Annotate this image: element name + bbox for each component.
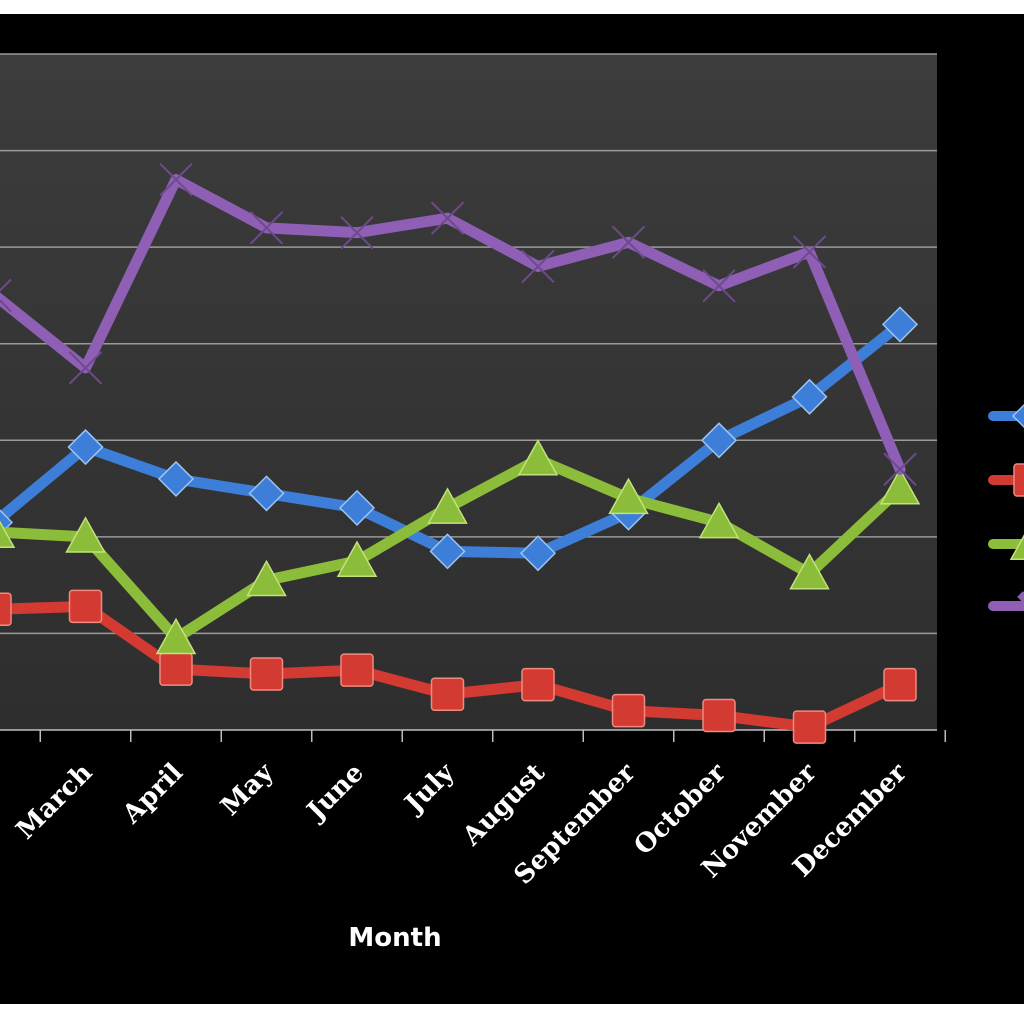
data-point-marker: [429, 533, 466, 570]
data-point-marker: [702, 698, 736, 733]
data-point-marker: [67, 428, 104, 466]
data-point-marker: [155, 617, 197, 655]
legend: [988, 403, 1024, 611]
data-point-marker: [68, 589, 103, 624]
series-4: [0, 162, 917, 486]
data-point-marker: [159, 162, 193, 197]
data-point-marker: [340, 653, 374, 687]
data-point-marker: [608, 477, 649, 515]
data-point-marker: [1009, 534, 1024, 560]
data-point-marker: [698, 501, 740, 539]
data-point-marker: [1013, 463, 1024, 497]
x-tick-label: June: [300, 758, 370, 828]
x-tick-label: March: [11, 758, 99, 846]
data-point-marker: [336, 540, 378, 577]
data-point-marker: [157, 460, 195, 497]
data-point-marker: [65, 516, 106, 553]
legend-swatch-marker: [1011, 403, 1024, 429]
legend-marker: [1017, 591, 1024, 604]
series-group: [0, 162, 921, 744]
legend-swatch-marker: [1013, 463, 1024, 497]
data-point-marker: [792, 235, 827, 269]
x-axis-title: Month: [348, 923, 441, 953]
series-1: [0, 306, 919, 572]
data-point-marker: [519, 535, 557, 572]
data-point-marker: [883, 452, 917, 486]
x-tick-label: April: [116, 758, 189, 831]
data-point-marker: [521, 249, 555, 284]
data-point-marker: [791, 378, 828, 415]
data-point-marker: [611, 693, 646, 728]
data-point-marker: [427, 487, 468, 524]
x-tick-label: July: [398, 757, 461, 820]
data-point-marker: [0, 278, 12, 292]
x-axis: March April May June JulyAugustSeptemberOcto…: [0, 729, 946, 891]
data-point-marker: [0, 592, 12, 627]
data-point-marker: [611, 225, 646, 260]
data-point-marker: [879, 468, 921, 505]
series-2: [0, 589, 917, 744]
data-point-marker: [246, 559, 287, 597]
legend-swatch-marker: [1017, 591, 1024, 604]
chart-area: March April May June July August September Octo…: [0, 14, 1024, 1004]
data-point-marker: [1011, 403, 1024, 429]
gridlines: [0, 53, 937, 635]
data-point-marker: [881, 306, 919, 343]
data-point-marker: [248, 475, 285, 512]
data-point-marker: [159, 652, 193, 686]
line-chart: March April May June JulyAugustSeptemberOcto…: [0, 53, 1024, 953]
legend-swatch-marker: [1009, 534, 1024, 560]
data-point-marker: [340, 215, 374, 250]
data-point-marker: [517, 439, 559, 476]
data-point-marker: [249, 211, 284, 245]
data-point-marker: [430, 201, 465, 235]
x-tick-label: August: [456, 758, 551, 853]
data-point-marker: [68, 351, 103, 385]
series-3: [0, 439, 921, 655]
data-point-marker: [0, 299, 12, 313]
data-point-marker: [700, 422, 738, 459]
data-point-marker: [430, 677, 465, 712]
data-point-marker: [702, 269, 736, 303]
data-point-marker: [521, 667, 555, 702]
data-point-marker: [338, 489, 376, 526]
data-point-marker: [792, 710, 827, 744]
x-tick-label: May: [215, 757, 280, 822]
data-point-marker: [249, 657, 284, 691]
data-point-marker: [883, 667, 917, 702]
data-point-marker: [0, 520, 16, 548]
data-point-marker: [789, 553, 830, 590]
